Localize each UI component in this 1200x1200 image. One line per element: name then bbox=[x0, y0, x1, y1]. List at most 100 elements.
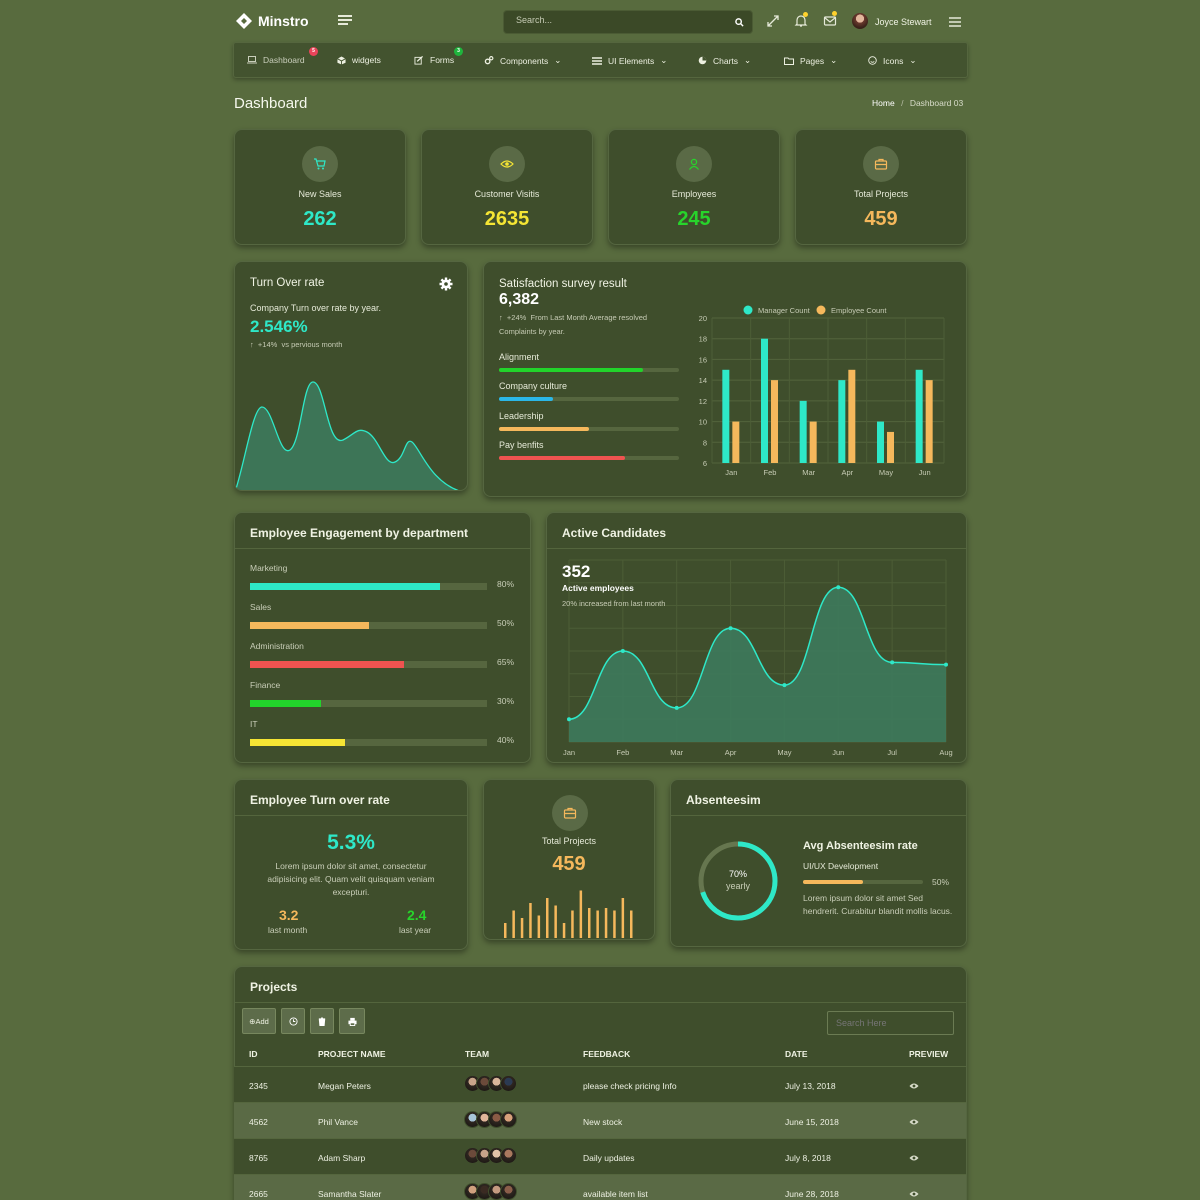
mail-icon[interactable] bbox=[823, 14, 837, 28]
user-avatar[interactable] bbox=[852, 13, 868, 29]
brand-logo[interactable]: Minstro bbox=[235, 12, 309, 30]
cell-date: June 15, 2018 bbox=[785, 1117, 839, 1127]
x-tick-label: Aug bbox=[939, 748, 952, 757]
print-button[interactable] bbox=[339, 1008, 365, 1034]
mini-bar bbox=[613, 910, 616, 938]
hamburger-menu-icon[interactable] bbox=[948, 15, 962, 29]
bar-employee-count bbox=[809, 421, 817, 463]
department-progress bbox=[250, 661, 487, 668]
x-tick-label: Mar bbox=[670, 748, 683, 757]
breadcrumb-home[interactable]: Home bbox=[872, 98, 895, 108]
table-row[interactable]: 8765 Adam Sharp Daily updates July 8, 2018 bbox=[234, 1138, 966, 1174]
data-point bbox=[728, 626, 733, 631]
col-date[interactable]: DATE bbox=[785, 1049, 808, 1059]
cell-feedback: please check pricing Info bbox=[583, 1081, 677, 1091]
nav-icons[interactable]: Icons ⌄ bbox=[868, 55, 916, 66]
preview-eye-icon[interactable] bbox=[909, 1118, 919, 1126]
nav-ui-elements[interactable]: UI Elements ⌄ bbox=[592, 55, 667, 66]
card-title: Active Candidates bbox=[562, 526, 667, 540]
delete-button[interactable] bbox=[310, 1008, 334, 1034]
menu-toggle-icon[interactable] bbox=[338, 15, 352, 27]
department-label: Sales bbox=[250, 602, 272, 612]
change-note: From Last Month Average resolved bbox=[530, 313, 648, 322]
add-button[interactable]: ⊕Add bbox=[242, 1008, 276, 1034]
ring-value: 70% bbox=[728, 869, 747, 879]
y-tick-label: 8 bbox=[703, 438, 707, 447]
col-preview[interactable]: PREVIEW bbox=[909, 1049, 949, 1059]
nav-pages[interactable]: Pages ⌄ bbox=[784, 55, 837, 66]
team-avatars bbox=[464, 1075, 526, 1095]
preview-eye-icon[interactable] bbox=[909, 1082, 919, 1090]
team-member-avatar[interactable] bbox=[500, 1147, 517, 1164]
cell-project-name: Adam Sharp bbox=[318, 1153, 366, 1163]
card-title: Employee Turn over rate bbox=[250, 793, 390, 807]
table-row[interactable]: 2345 Megan Peters please check pricing Inf… bbox=[234, 1066, 966, 1102]
turnover-card: Turn Over rate Company Turn over rate by… bbox=[234, 261, 468, 491]
change-value: +14% bbox=[257, 340, 278, 349]
notification-bell-icon[interactable] bbox=[794, 14, 808, 28]
survey-card: Satisfaction survey result 6,382 ↑ +24% … bbox=[483, 261, 967, 497]
department-pct: 50% bbox=[497, 618, 515, 628]
mini-bar bbox=[571, 910, 574, 938]
bar-employee-count bbox=[732, 421, 740, 463]
user-name[interactable]: Joyce Stewart bbox=[875, 17, 932, 27]
stat-label: Total Projects bbox=[541, 836, 597, 846]
col-project-name[interactable]: PROJECT NAME bbox=[318, 1049, 386, 1059]
survey-item-label: Alignment bbox=[499, 352, 540, 362]
mini-bar bbox=[604, 908, 608, 938]
nav-components[interactable]: Components ⌄ bbox=[484, 55, 561, 66]
turnover-area-chart bbox=[235, 381, 460, 490]
cell-project-name: Megan Peters bbox=[318, 1081, 371, 1091]
col-team[interactable]: TEAM bbox=[465, 1049, 490, 1059]
mini-bar bbox=[579, 890, 583, 938]
search-box[interactable] bbox=[503, 10, 753, 34]
nav-charts[interactable]: Charts ⌄ bbox=[698, 55, 751, 66]
data-point bbox=[890, 660, 895, 665]
stat-icon-wrap bbox=[863, 146, 899, 182]
search-input[interactable] bbox=[516, 15, 716, 25]
survey-change: ↑ +24% From Last Month Average resolved bbox=[499, 313, 647, 322]
mini-bar bbox=[588, 908, 591, 938]
last-month-value: 3.2 bbox=[279, 907, 299, 923]
table-search-input[interactable] bbox=[827, 1011, 954, 1035]
preview-eye-icon[interactable] bbox=[909, 1190, 919, 1198]
mail-dot bbox=[832, 11, 837, 16]
absenteeism-sub: UI/UX Development bbox=[803, 861, 879, 871]
legend-marker bbox=[743, 305, 753, 315]
col-feedback[interactable]: FEEDBACK bbox=[583, 1049, 631, 1059]
last-year-value: 2.4 bbox=[407, 907, 427, 923]
total-projects-card: Total Projects 459 bbox=[483, 779, 655, 940]
history-button[interactable] bbox=[281, 1008, 305, 1034]
ring-progress bbox=[698, 841, 778, 921]
progress-fill bbox=[250, 661, 405, 668]
cart-icon bbox=[314, 158, 326, 170]
absenteeism-pct: 50% bbox=[932, 877, 950, 887]
table-row[interactable]: 4562 Phil Vance New stock June 15, 2018 bbox=[234, 1102, 966, 1138]
stat-label: Employees bbox=[671, 189, 717, 199]
settings-gear-icon[interactable] bbox=[439, 277, 453, 291]
team-avatars bbox=[464, 1183, 526, 1200]
team-member-avatar[interactable] bbox=[500, 1075, 517, 1092]
fullscreen-icon[interactable] bbox=[766, 14, 780, 28]
nav-dashboard[interactable]: Dashboard 5 bbox=[247, 47, 318, 65]
table-row[interactable]: 2665 Samantha Slater available item list Ju… bbox=[234, 1174, 966, 1200]
search-icon[interactable] bbox=[735, 18, 744, 27]
team-member-avatar[interactable] bbox=[500, 1183, 517, 1200]
team-member-avatar[interactable] bbox=[500, 1111, 517, 1128]
department-progress bbox=[250, 700, 487, 707]
card-title: Absenteesim bbox=[686, 793, 761, 807]
progress-fill bbox=[499, 427, 589, 431]
col-id[interactable]: ID bbox=[249, 1049, 258, 1059]
progress-fill bbox=[250, 622, 369, 629]
cell-date: July 8, 2018 bbox=[785, 1153, 831, 1163]
survey-item-label: Company culture bbox=[499, 381, 568, 391]
nav-forms[interactable]: Forms 3 bbox=[414, 47, 463, 65]
nav-label: Dashboard bbox=[263, 55, 305, 65]
preview-eye-icon[interactable] bbox=[909, 1154, 919, 1162]
nav-widgets[interactable]: widgets bbox=[337, 55, 381, 65]
turnover-value: 2.546% bbox=[250, 317, 308, 336]
logo-icon bbox=[236, 13, 252, 29]
arrow-up-icon: ↑ bbox=[250, 340, 254, 349]
x-tick-label: Jan bbox=[725, 468, 737, 477]
department-label: Marketing bbox=[250, 563, 288, 573]
